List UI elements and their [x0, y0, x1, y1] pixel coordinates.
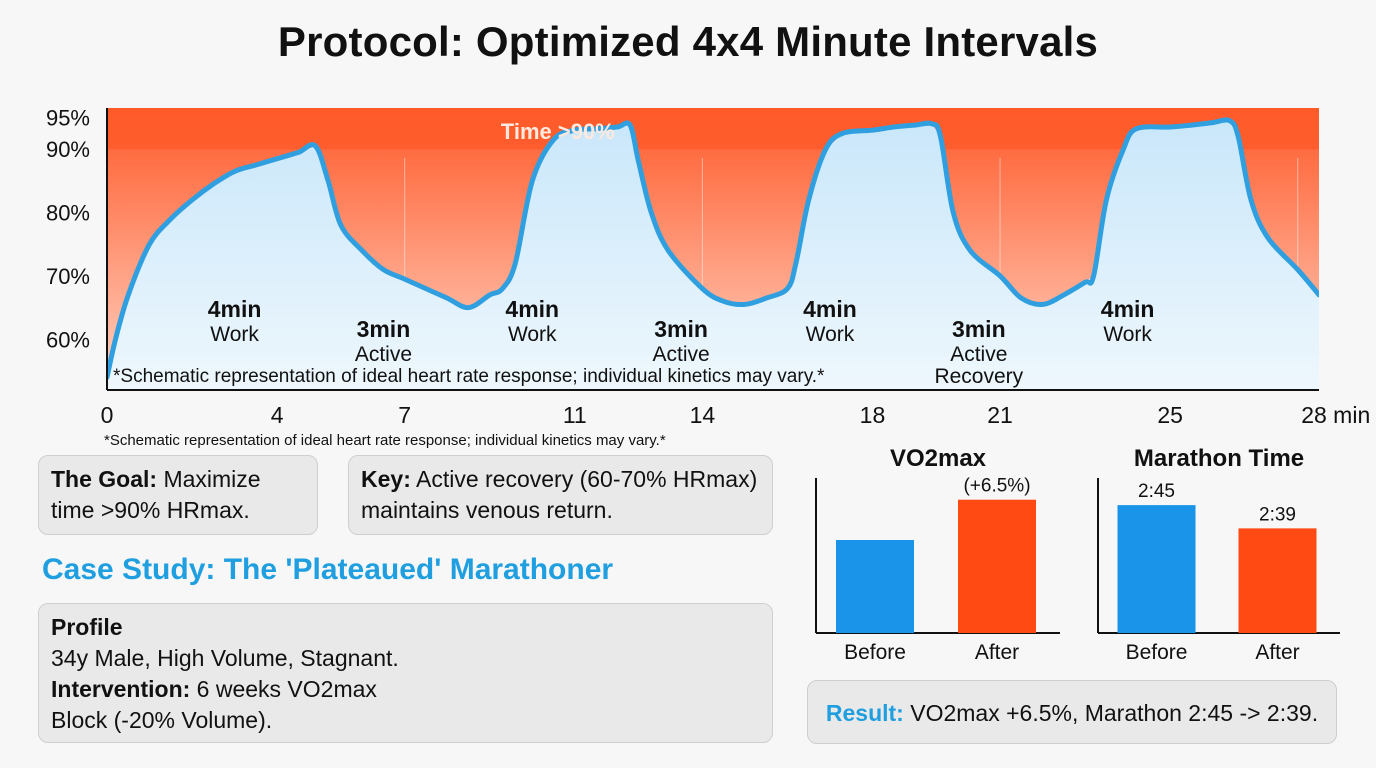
- vo2max-data-label: (+6.5%): [963, 476, 1030, 497]
- x-tick-label: 0: [101, 402, 114, 428]
- segment-duration-label: 4min: [803, 296, 857, 322]
- x-tick-label: 11: [563, 402, 587, 428]
- y-tick-label: 70%: [46, 264, 90, 289]
- vo2max-bar: [836, 540, 914, 633]
- segment-duration-label: 4min: [1101, 296, 1155, 322]
- y-tick-label: 80%: [46, 201, 90, 226]
- result-label: Result:: [825, 700, 904, 726]
- profile-text: 34y Male, High Volume, Stagnant.: [51, 645, 399, 671]
- x-tick-label: 21: [987, 402, 1013, 428]
- x-tick-label: 7: [398, 402, 411, 428]
- hr-area-fill: [107, 120, 1319, 390]
- threshold-label: Time >90%: [501, 119, 615, 144]
- marathon-time-bar: [1238, 528, 1317, 633]
- x-tick-label: 28 min: [1301, 402, 1370, 428]
- marathon-time-data-label: 2:45: [1138, 481, 1175, 502]
- heart-rate-chart: Time >90% 60% 70% 80% 90% 95% 0 4 7 11 14 18 21 25 28 …: [46, 106, 1370, 428]
- marathon-time-title: Marathon Time: [1134, 445, 1304, 472]
- x-tick-label: 18: [860, 402, 886, 428]
- y-tick-label: 95%: [46, 106, 90, 131]
- segment-type-label: Active: [355, 343, 412, 366]
- intervention-text: 6 weeks VO2max Block (-20% Volume).: [51, 676, 377, 733]
- vo2max-bar: [958, 499, 1036, 633]
- hr-series-line: [107, 117, 1319, 380]
- segment-type-label: Work: [806, 323, 855, 346]
- result-card: Result: VO2max +6.5%, Marathon 2:45 -> 2…: [807, 680, 1337, 744]
- y-tick-label: 90%: [46, 137, 90, 162]
- profile-label: Profile: [51, 614, 123, 640]
- page-title: Protocol: Optimized 4x4 Minute Intervals: [277, 18, 1099, 65]
- segment-duration-label: 4min: [208, 296, 262, 322]
- vo2max-category-label: Before: [844, 641, 906, 664]
- x-tick-label: 14: [690, 402, 716, 428]
- key-card: Key: Active recovery (60-70% HRmax) main…: [348, 455, 773, 535]
- key-text: Active recovery (60-70% HRmax) maintains…: [361, 466, 758, 523]
- x-tick-label: 25: [1157, 402, 1183, 428]
- case-study-title: Case Study: The 'Plateaued' Marathoner: [42, 553, 614, 586]
- chart-inner-note: *Schematic representation of ideal heart…: [113, 366, 825, 387]
- marathon-time-bar: [1117, 505, 1196, 633]
- segment-type-label: Work: [210, 323, 259, 346]
- threshold-band: [107, 108, 1319, 150]
- chart-footnote: *Schematic representation of ideal heart…: [104, 432, 666, 449]
- key-label: Key:: [361, 466, 411, 492]
- segment-duration-label: 3min: [654, 316, 708, 342]
- x-tick-label: 4: [271, 402, 284, 428]
- vo2max-category-label: After: [975, 641, 1019, 664]
- segment-type-label: Work: [508, 323, 557, 346]
- goal-text: Maximize time >90% HRmax.: [51, 466, 261, 523]
- segment-duration-label: 3min: [952, 316, 1006, 342]
- y-tick-label: 60%: [46, 327, 90, 352]
- segment-duration-label: 4min: [505, 296, 559, 322]
- vo2max-title: VO2max: [890, 445, 987, 472]
- goal-label: The Goal:: [51, 466, 158, 492]
- profile-card: Profile 34y Male, High Volume, Stagnant.…: [38, 603, 773, 743]
- segment-type-label: Active: [950, 343, 1007, 366]
- result-text: VO2max +6.5%, Marathon 2:45 -> 2:39.: [903, 700, 1319, 726]
- goal-card: The Goal: Maximize time >90% HRmax.: [38, 455, 318, 535]
- marathon-time-data-label: 2:39: [1259, 504, 1296, 525]
- marathon-time-category-label: After: [1255, 641, 1299, 664]
- segment-type-label: Active: [653, 343, 710, 366]
- intervention-label: Intervention:: [51, 676, 191, 702]
- segment-type-label: Work: [1103, 323, 1152, 346]
- segment-type-label: Recovery: [934, 365, 1023, 388]
- segment-duration-label: 3min: [357, 316, 411, 342]
- marathon-time-category-label: Before: [1126, 641, 1188, 664]
